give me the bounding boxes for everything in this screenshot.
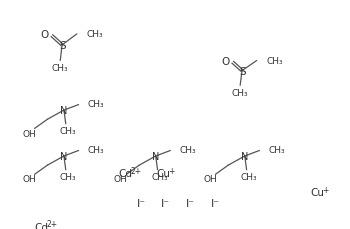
Text: Cd: Cd <box>35 222 49 229</box>
Text: +: + <box>169 166 175 175</box>
Text: S: S <box>240 66 246 76</box>
Text: OH: OH <box>114 175 128 184</box>
Text: CH₃: CH₃ <box>240 172 257 181</box>
Text: CH₃: CH₃ <box>180 145 196 154</box>
Text: CH₃: CH₃ <box>52 64 69 73</box>
Text: CH₃: CH₃ <box>87 30 104 39</box>
Text: CH₃: CH₃ <box>269 145 285 154</box>
Text: O: O <box>221 56 230 66</box>
Text: CH₃: CH₃ <box>232 89 248 98</box>
Text: N: N <box>241 151 248 161</box>
Text: Cu: Cu <box>310 187 324 197</box>
Text: OH: OH <box>22 129 36 138</box>
Text: 2+: 2+ <box>130 166 141 175</box>
Text: OH: OH <box>203 175 217 184</box>
Text: Cd: Cd <box>118 169 132 179</box>
Text: CH₃: CH₃ <box>267 57 284 66</box>
Text: I⁻: I⁻ <box>211 198 220 208</box>
Text: I⁻: I⁻ <box>161 198 170 208</box>
Text: N: N <box>152 151 159 161</box>
Text: I⁻: I⁻ <box>136 198 146 208</box>
Text: CH₃: CH₃ <box>88 145 104 154</box>
Text: CH₃: CH₃ <box>151 172 168 181</box>
Text: Cu: Cu <box>157 169 171 179</box>
Text: CH₃: CH₃ <box>59 172 76 181</box>
Text: OH: OH <box>22 175 36 184</box>
Text: CH₃: CH₃ <box>88 100 104 109</box>
Text: S: S <box>60 41 66 51</box>
Text: +: + <box>322 185 328 194</box>
Text: 2+: 2+ <box>47 219 58 228</box>
Text: N: N <box>60 151 68 161</box>
Text: CH₃: CH₃ <box>59 126 76 135</box>
Text: O: O <box>41 30 49 40</box>
Text: N: N <box>60 106 68 116</box>
Text: I⁻: I⁻ <box>186 198 195 208</box>
